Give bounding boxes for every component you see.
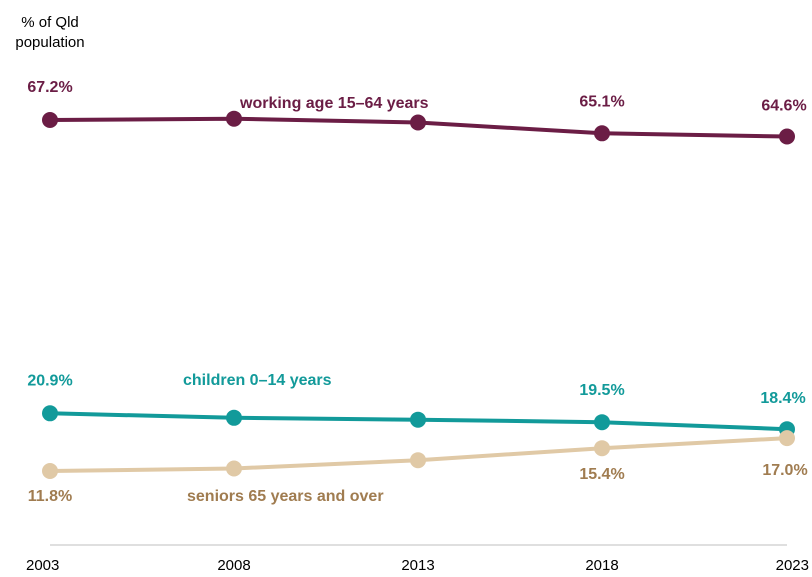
- x-tick-label-2003: 2003: [26, 557, 59, 574]
- data-point-children-2018: [594, 414, 610, 431]
- data-point-working-2013: [410, 114, 426, 131]
- y-axis-label-line-1: % of Qld: [21, 14, 79, 31]
- series-label-children: children 0–14 years: [183, 372, 332, 389]
- data-label-seniors-2018: 15.4%: [579, 466, 624, 483]
- data-point-working-2023: [779, 128, 795, 145]
- data-label-seniors-2003: 11.8%: [28, 488, 72, 505]
- data-label-working-2023: 64.6%: [761, 98, 806, 115]
- data-point-working-2018: [594, 125, 610, 142]
- data-point-children-2013: [410, 411, 426, 428]
- x-tick-label-2013: 2013: [401, 557, 434, 574]
- data-label-working-2003: 67.2%: [27, 79, 72, 96]
- data-point-children-2008: [226, 409, 242, 426]
- data-label-working-2018: 65.1%: [579, 93, 624, 110]
- data-point-seniors-2023: [779, 430, 795, 447]
- data-point-children-2003: [42, 405, 58, 422]
- data-point-seniors-2008: [226, 460, 242, 477]
- data-point-working-2003: [42, 112, 58, 128]
- data-label-children-2023: 18.4%: [760, 390, 805, 407]
- y-axis-label-line-2: population: [15, 34, 84, 51]
- data-point-seniors-2013: [410, 452, 426, 469]
- data-point-seniors-2018: [594, 440, 610, 457]
- data-label-children-2018: 19.5%: [579, 382, 624, 399]
- series-label-working: working age 15–64 years: [239, 95, 429, 112]
- data-point-working-2008: [226, 110, 242, 127]
- data-label-children-2003: 20.9%: [27, 372, 72, 389]
- x-tick-label-2008: 2008: [217, 557, 250, 574]
- x-tick-label-2023: 2023: [776, 557, 809, 574]
- series-label-seniors: seniors 65 years and over: [187, 488, 384, 505]
- data-point-seniors-2003: [42, 463, 58, 479]
- x-tick-label-2018: 2018: [585, 557, 618, 574]
- data-label-seniors-2023: 17.0%: [762, 462, 807, 479]
